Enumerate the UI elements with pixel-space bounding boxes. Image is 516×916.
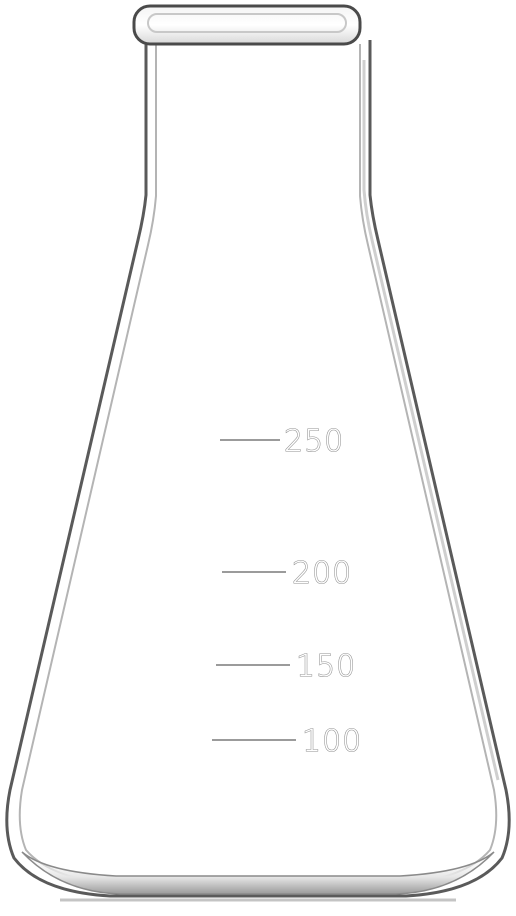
flask-rim — [132, 4, 362, 46]
flask-body — [5, 40, 511, 898]
graduation-label-150: 150 — [296, 649, 356, 684]
graduation-label-250: 250 — [284, 424, 344, 459]
flask-base — [21, 851, 495, 902]
graduation-scale: 250 200 150 100 — [212, 423, 362, 760]
graduation-label-100: 100 — [302, 724, 362, 759]
graduation-label-200: 200 — [292, 556, 352, 591]
